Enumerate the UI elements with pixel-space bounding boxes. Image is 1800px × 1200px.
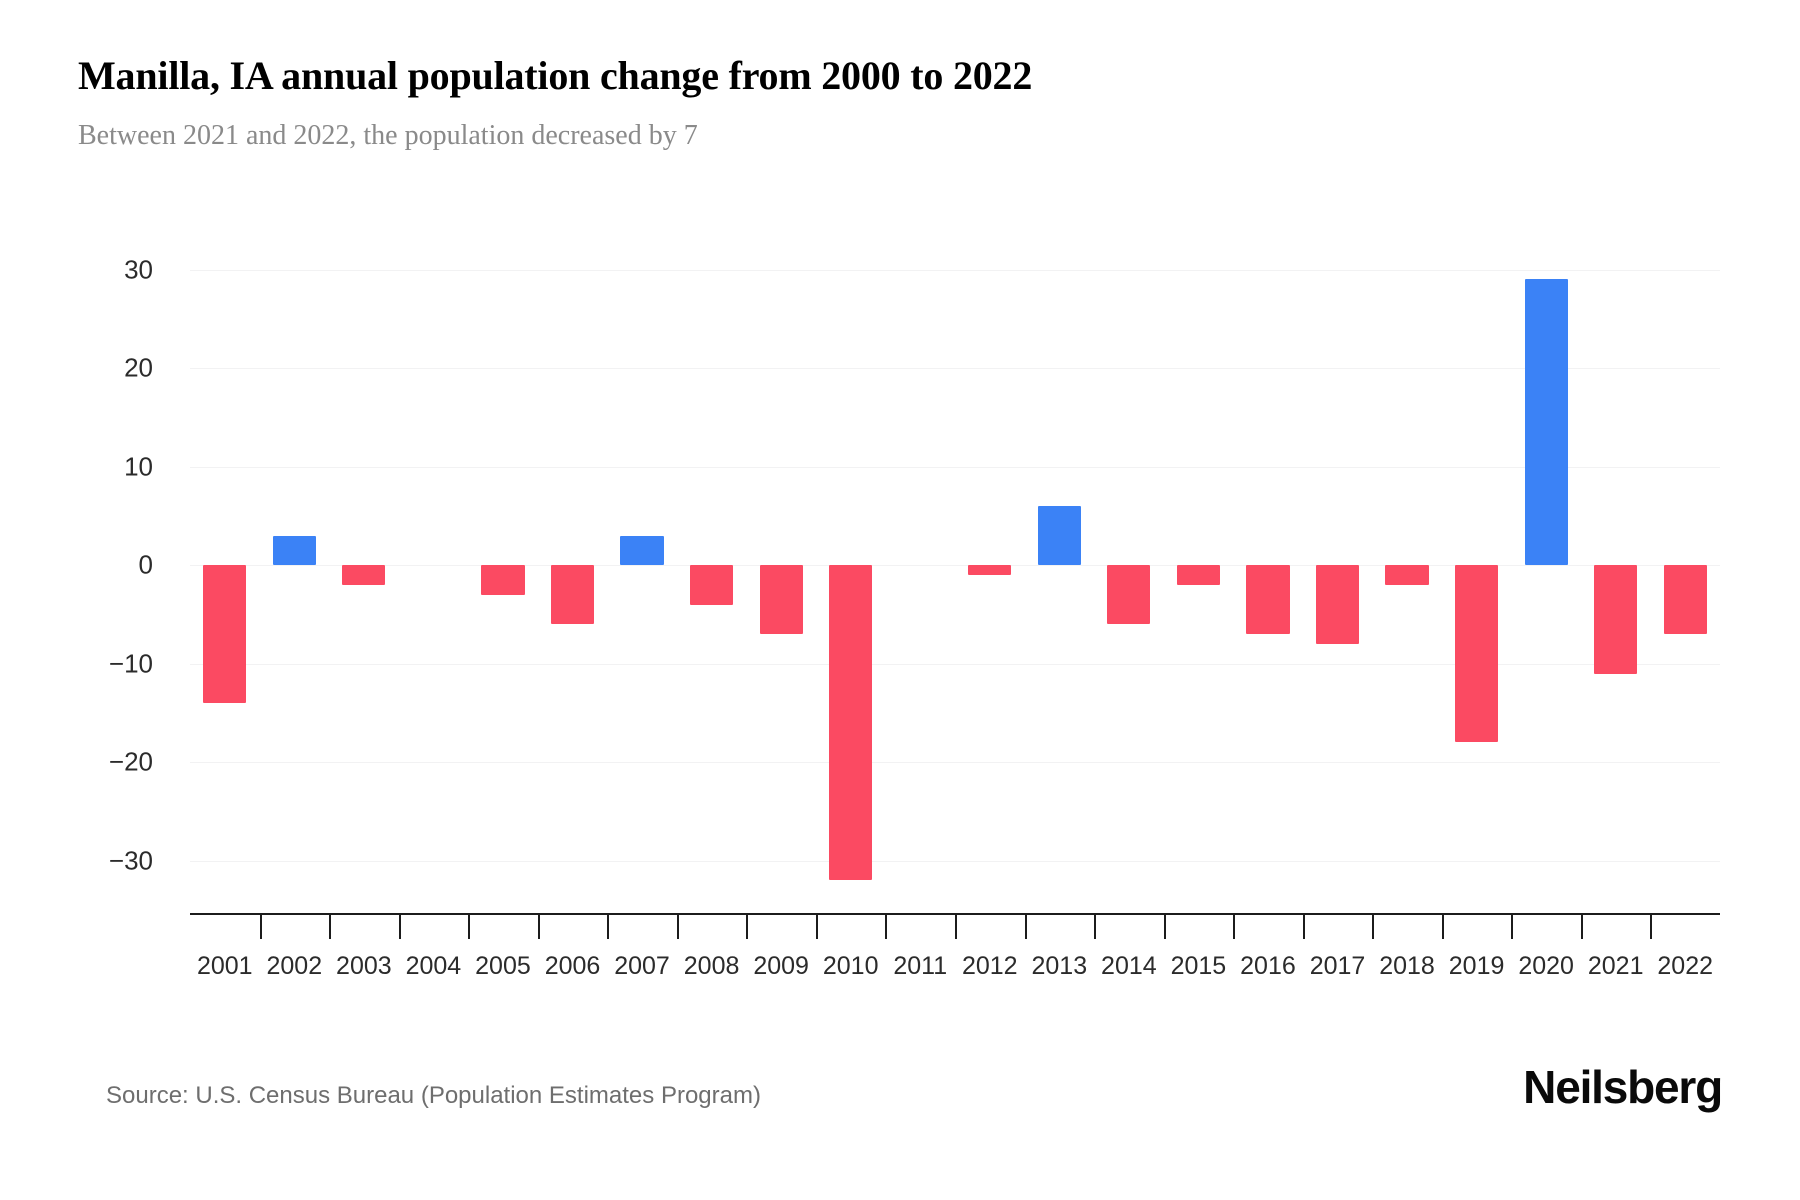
x-axis-tick bbox=[537, 913, 540, 939]
x-axis-tick bbox=[1580, 913, 1583, 939]
x-axis-tick bbox=[1441, 913, 1444, 939]
x-axis-label-2011: 2011 bbox=[893, 952, 948, 980]
x-axis-label-2004: 2004 bbox=[405, 952, 462, 980]
x-axis-label-2022: 2022 bbox=[1657, 952, 1714, 980]
x-axis-tick bbox=[468, 913, 471, 939]
x-axis-label-2017: 2017 bbox=[1309, 952, 1366, 980]
bar-2012[interactable] bbox=[968, 565, 1012, 575]
bar-2003[interactable] bbox=[342, 565, 386, 585]
x-axis-labels: 2001 2002 2003 2004 2005 2006 2007 2008 2009 2010… bbox=[190, 952, 1720, 992]
y-axis-tick-label: 20 bbox=[124, 352, 153, 383]
gridline-30 bbox=[190, 269, 1720, 271]
x-axis-label-2007: 2007 bbox=[614, 952, 670, 980]
source-note: Source: U.S. Census Bureau (Population E… bbox=[106, 1082, 761, 1109]
x-axis-label-2021: 2021 bbox=[1587, 952, 1644, 980]
x-axis-label-2005: 2005 bbox=[475, 952, 531, 980]
x-axis-tick bbox=[955, 913, 957, 939]
gridline-20 bbox=[190, 368, 1720, 370]
y-axis-tick-label: 10 bbox=[124, 451, 153, 482]
brand-logo: Neilsberg bbox=[1523, 1061, 1723, 1113]
gridline--30 bbox=[190, 860, 1720, 862]
x-axis-label-2019: 2019 bbox=[1448, 952, 1505, 980]
plot-area bbox=[190, 240, 1720, 910]
x-axis-tick bbox=[885, 913, 888, 939]
x-axis-tick bbox=[259, 913, 262, 939]
y-axis-labels: 30 20 10 0 −10 −20 −30 bbox=[0, 240, 175, 910]
x-axis-tick bbox=[815, 913, 818, 939]
x-axis-label-2003: 2003 bbox=[336, 952, 392, 980]
x-axis-label-2016: 2016 bbox=[1240, 952, 1296, 980]
x-axis-label-2013: 2013 bbox=[1031, 952, 1088, 980]
y-axis-tick-label: −10 bbox=[108, 648, 153, 679]
bar-2018[interactable] bbox=[1385, 565, 1429, 585]
x-axis-tick bbox=[1024, 913, 1027, 939]
x-axis-tick bbox=[1094, 913, 1097, 939]
bar-2010[interactable] bbox=[829, 565, 873, 881]
x-axis-label-2002: 2002 bbox=[266, 952, 323, 980]
x-axis-label-2012: 2012 bbox=[961, 952, 1018, 980]
bar-2017[interactable] bbox=[1315, 565, 1360, 644]
bar-2020[interactable] bbox=[1524, 279, 1568, 566]
gridline-10 bbox=[190, 466, 1720, 468]
y-axis-tick-label: 0 bbox=[138, 549, 153, 580]
x-axis-label-2001: 2001 bbox=[196, 952, 253, 980]
page-subtitle: Between 2021 and 2022, the population de… bbox=[78, 120, 698, 151]
bar-2022[interactable] bbox=[1663, 565, 1707, 635]
x-axis-tick bbox=[398, 913, 401, 939]
y-axis-tick-label: −20 bbox=[108, 746, 153, 777]
bar-series bbox=[190, 240, 1720, 910]
x-axis-label-2018: 2018 bbox=[1379, 952, 1435, 980]
x-axis-label-2009: 2009 bbox=[753, 952, 809, 980]
bar-2001[interactable] bbox=[203, 565, 247, 704]
gridline-0 bbox=[190, 565, 1720, 567]
bar-2016[interactable] bbox=[1246, 565, 1290, 635]
x-axis-tick bbox=[676, 913, 679, 939]
x-axis-tick bbox=[607, 913, 610, 939]
x-axis-label-2014: 2014 bbox=[1101, 952, 1157, 980]
page-title: Manilla, IA annual population change fro… bbox=[78, 53, 1033, 98]
bar-2009[interactable] bbox=[759, 565, 803, 635]
x-axis-label-2010: 2010 bbox=[822, 952, 879, 980]
bar-2021[interactable] bbox=[1594, 565, 1638, 674]
y-axis-tick-label: −30 bbox=[108, 845, 153, 876]
y-axis-tick-label: 30 bbox=[124, 254, 153, 285]
x-axis-label-2008: 2008 bbox=[683, 952, 740, 980]
x-axis-tick bbox=[1650, 913, 1653, 939]
x-axis-ticks bbox=[190, 913, 1720, 939]
x-axis-tick bbox=[1302, 913, 1305, 939]
gridlines bbox=[190, 240, 1720, 910]
bar-2019[interactable] bbox=[1455, 565, 1499, 743]
gridline--20 bbox=[190, 762, 1720, 764]
x-axis-label-2006: 2006 bbox=[544, 952, 601, 980]
bar-2013[interactable] bbox=[1037, 506, 1081, 566]
bar-2015[interactable] bbox=[1176, 565, 1220, 585]
bar-2005[interactable] bbox=[481, 565, 525, 595]
bar-2008[interactable] bbox=[690, 565, 734, 605]
x-axis-tick bbox=[1163, 913, 1166, 939]
x-axis-tick bbox=[1372, 913, 1375, 939]
x-axis-tick bbox=[329, 913, 332, 939]
x-axis-label-2020: 2020 bbox=[1518, 952, 1574, 980]
x-axis-tick bbox=[1511, 913, 1514, 939]
x-axis-tick bbox=[1233, 913, 1236, 939]
gridline--10 bbox=[190, 663, 1720, 665]
bar-2002[interactable] bbox=[272, 535, 316, 566]
bar-2006[interactable] bbox=[550, 565, 595, 625]
x-axis-tick bbox=[746, 913, 749, 939]
bar-2007[interactable] bbox=[620, 535, 664, 566]
bar-2014[interactable] bbox=[1107, 565, 1151, 625]
x-axis-label-2015: 2015 bbox=[1170, 952, 1227, 980]
